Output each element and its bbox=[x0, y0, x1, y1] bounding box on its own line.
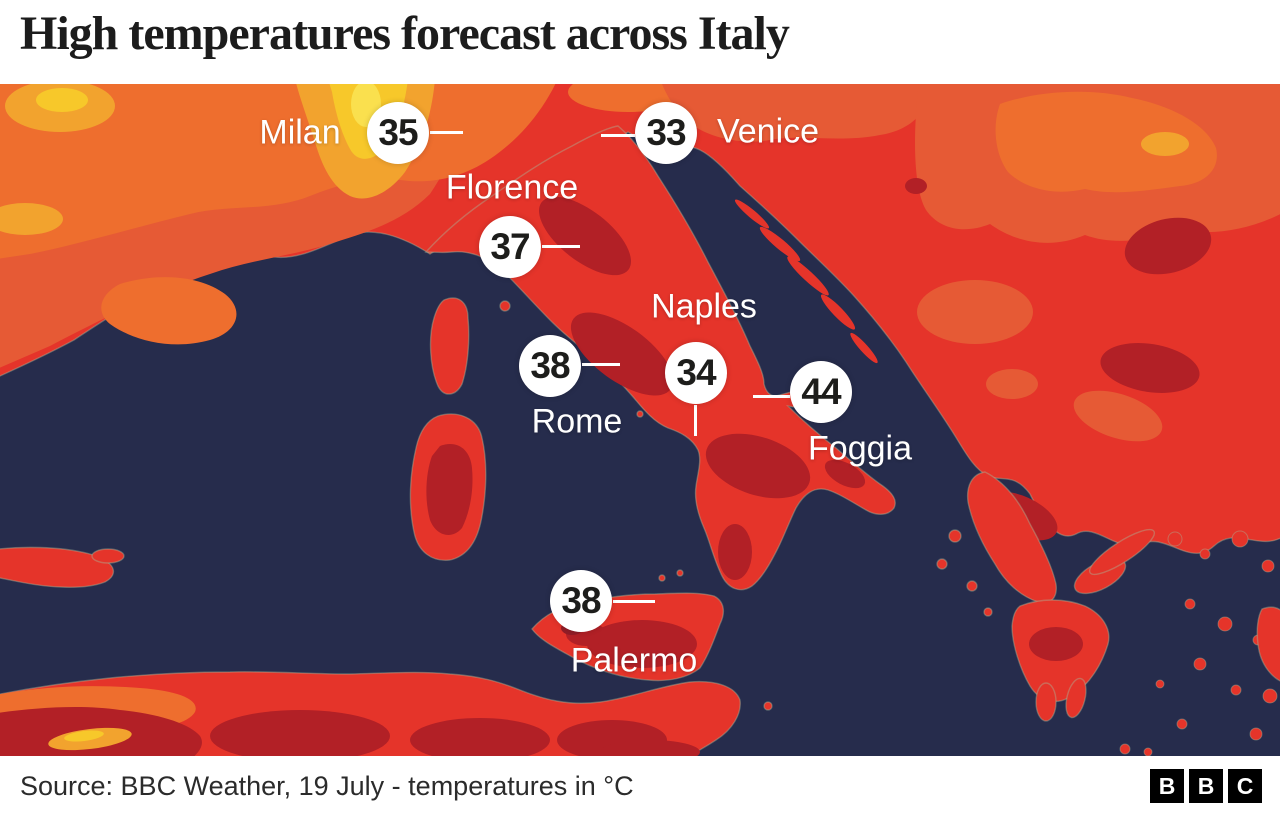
bbc-logo-letter: B bbox=[1150, 769, 1184, 803]
bbc-logo-letter: C bbox=[1228, 769, 1262, 803]
weather-map bbox=[0, 84, 1280, 756]
page-title: High temperatures forecast across Italy bbox=[20, 7, 790, 60]
footer: Source: BBC Weather, 19 July - temperatu… bbox=[0, 756, 1280, 816]
bbc-logo: B B C bbox=[1150, 769, 1262, 803]
bbc-logo-letter: B bbox=[1189, 769, 1223, 803]
source-attribution: Source: BBC Weather, 19 July - temperatu… bbox=[20, 770, 634, 801]
header: High temperatures forecast across Italy bbox=[0, 0, 1280, 84]
italy-heat-map-svg bbox=[0, 84, 1280, 756]
